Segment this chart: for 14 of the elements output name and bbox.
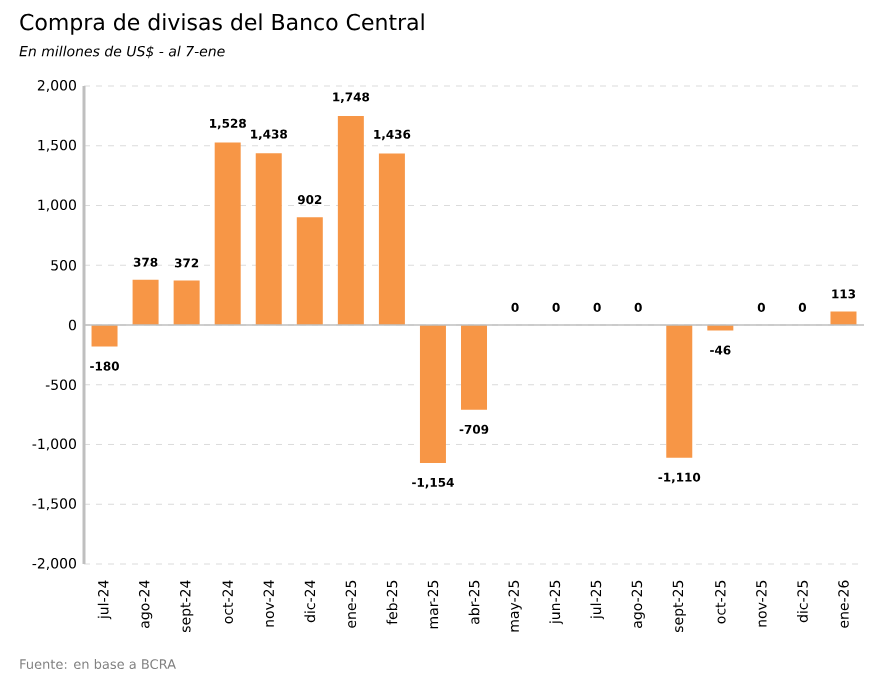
bar xyxy=(461,325,488,410)
bar xyxy=(173,280,200,325)
bar xyxy=(337,116,364,325)
bar xyxy=(666,325,693,458)
bar xyxy=(255,153,282,325)
chart-title: Compra de divisas del Banco Central xyxy=(20,13,424,35)
bar xyxy=(830,311,857,325)
bar xyxy=(296,217,323,325)
bar xyxy=(91,325,118,347)
bar xyxy=(214,142,241,325)
bar xyxy=(132,279,159,325)
bar xyxy=(707,325,734,331)
bar xyxy=(419,325,446,463)
bar xyxy=(378,153,405,325)
